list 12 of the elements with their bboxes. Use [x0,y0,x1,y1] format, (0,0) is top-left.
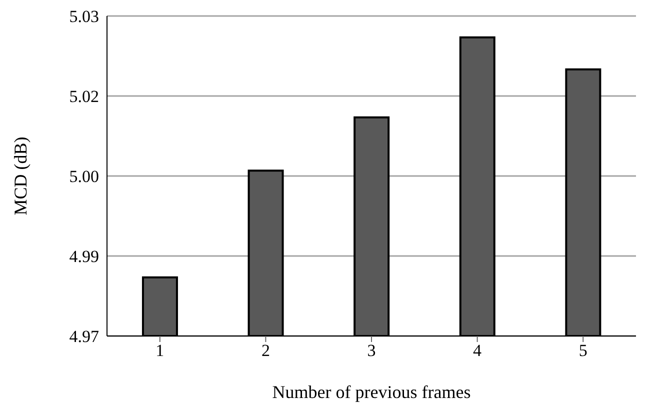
y-tick-label: 5.02 [69,87,99,106]
y-tick-label: 4.99 [69,247,99,266]
y-axis-title: MCD (dB) [10,136,30,216]
y-tick-label: 5.00 [69,167,99,186]
x-axis-title: Number of previous frames [272,382,471,402]
x-tick-label: 1 [156,341,164,360]
y-tick-label: 5.03 [69,7,99,26]
x-tick-label: 5 [578,341,588,360]
y-tick-label: 4.97 [69,327,100,346]
x-tick-label: 3 [367,341,376,360]
x-tick-label: 4 [473,341,482,360]
x-tick-label: 2 [261,341,270,360]
